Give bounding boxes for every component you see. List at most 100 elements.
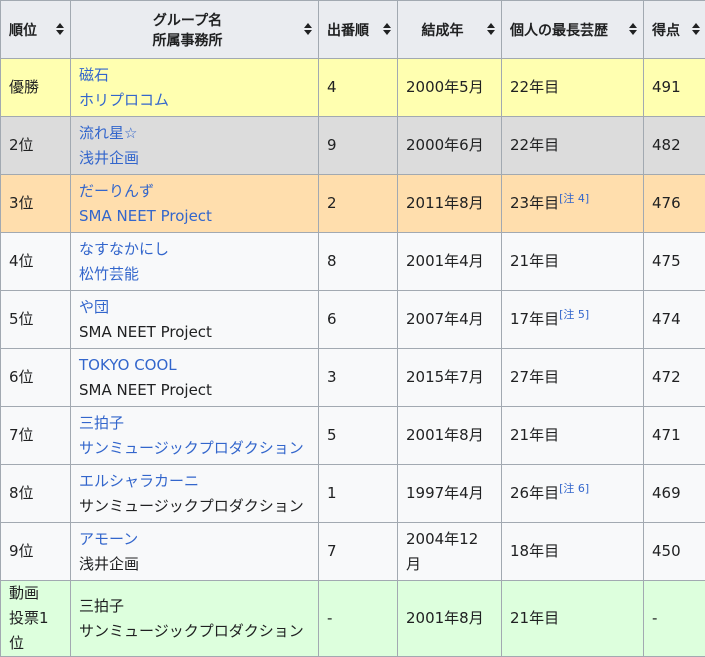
order-cell: 7 (319, 523, 398, 581)
header-formed-label: 結成年 (406, 20, 493, 40)
agency-text: SMA NEET Project (79, 320, 310, 345)
header-order-label: 出番順 (327, 20, 389, 40)
formed-cell: 2001年8月 (398, 581, 502, 657)
header-rank[interactable]: 順位 (1, 1, 71, 59)
table-row: 優勝 磁石 ホリプロコム 4 2000年5月 22年目 491 (1, 59, 705, 117)
career-value: 23年目 (510, 194, 559, 212)
group-cell: 磁石 ホリプロコム (71, 59, 319, 117)
header-score[interactable]: 得点 (644, 1, 705, 59)
agency-link[interactable]: サンミュージックプロダクション (79, 436, 310, 461)
agency-link[interactable]: SMA NEET Project (79, 204, 310, 229)
career-cell: 18年目 (502, 523, 644, 581)
footnote-ref: [注 5] (559, 308, 589, 321)
group-cell: エルシャラカーニ サンミュージックプロダクション (71, 465, 319, 523)
group-cell: 三拍子 サンミュージックプロダクション (71, 581, 319, 657)
group-link[interactable]: や団 (79, 295, 310, 320)
agency-link[interactable]: 松竹芸能 (79, 262, 310, 287)
sort-arrows-icon[interactable] (55, 21, 65, 39)
header-career-label: 個人の最長芸歴 (510, 20, 635, 40)
score-cell: 469 (644, 465, 705, 523)
career-cell: 23年目[注 4] (502, 175, 644, 233)
agency-link[interactable]: 浅井企画 (79, 146, 310, 171)
table-row: 動画 投票1位 三拍子 サンミュージックプロダクション - 2001年8月 21… (1, 581, 705, 657)
group-cell: なすなかにし 松竹芸能 (71, 233, 319, 291)
group-link[interactable]: なすなかにし (79, 237, 310, 262)
order-cell: 6 (319, 291, 398, 349)
group-link[interactable]: 流れ星☆ (79, 121, 310, 146)
header-order[interactable]: 出番順 (319, 1, 398, 59)
career-value: 18年目 (510, 542, 559, 560)
career-value: 21年目 (510, 426, 559, 444)
score-cell: 491 (644, 59, 705, 117)
agency-text: SMA NEET Project (79, 378, 310, 403)
group-link[interactable]: 三拍子 (79, 411, 310, 436)
career-cell: 21年目 (502, 581, 644, 657)
agency-text: サンミュージックプロダクション (79, 494, 310, 519)
rank-cell: 4位 (1, 233, 71, 291)
formed-cell: 2011年8月 (398, 175, 502, 233)
table-row: 9位 アモーン 浅井企画 7 2004年12月 18年目 450 (1, 523, 705, 581)
footnote-link[interactable]: [注 4] (559, 192, 589, 205)
rank-line-2: 投票1位 (9, 606, 62, 656)
order-cell: - (319, 581, 398, 657)
footnote-ref: [注 4] (559, 192, 589, 205)
footnote-link[interactable]: [注 5] (559, 308, 589, 321)
sort-arrows-icon[interactable] (691, 21, 701, 39)
header-agency-label: 所属事務所 (79, 30, 310, 50)
header-career[interactable]: 個人の最長芸歴 (502, 1, 644, 59)
order-cell: 1 (319, 465, 398, 523)
rank-cell: 3位 (1, 175, 71, 233)
sort-arrows-icon[interactable] (628, 21, 638, 39)
agency-text: サンミュージックプロダクション (79, 619, 310, 644)
table-row: 7位 三拍子 サンミュージックプロダクション 5 2001年8月 21年目 47… (1, 407, 705, 465)
formed-cell: 2004年12月 (398, 523, 502, 581)
score-cell: 482 (644, 117, 705, 175)
career-cell: 26年目[注 6] (502, 465, 644, 523)
rank-cell: 9位 (1, 523, 71, 581)
career-value: 22年目 (510, 136, 559, 154)
group-link[interactable]: 磁石 (79, 63, 310, 88)
sort-arrows-icon[interactable] (382, 21, 392, 39)
career-cell: 21年目 (502, 407, 644, 465)
group-link[interactable]: アモーン (79, 527, 310, 552)
order-cell: 3 (319, 349, 398, 407)
group-link[interactable]: エルシャラカーニ (79, 469, 310, 494)
formed-cell: 2001年8月 (398, 407, 502, 465)
rank-cell: 6位 (1, 349, 71, 407)
group-cell: だーりんず SMA NEET Project (71, 175, 319, 233)
order-cell: 5 (319, 407, 398, 465)
group-text: 三拍子 (79, 594, 310, 619)
career-cell: 22年目 (502, 117, 644, 175)
rank-cell: 8位 (1, 465, 71, 523)
agency-text: 浅井企画 (79, 552, 310, 577)
score-cell: 450 (644, 523, 705, 581)
career-cell: 17年目[注 5] (502, 291, 644, 349)
group-link[interactable]: だーりんず (79, 179, 310, 204)
header-group[interactable]: グループ名 所属事務所 (71, 1, 319, 59)
group-cell: 流れ星☆ 浅井企画 (71, 117, 319, 175)
career-value: 27年目 (510, 368, 559, 386)
rank-cell: 5位 (1, 291, 71, 349)
career-cell: 27年目 (502, 349, 644, 407)
formed-cell: 1997年4月 (398, 465, 502, 523)
score-cell: 474 (644, 291, 705, 349)
order-cell: 8 (319, 233, 398, 291)
header-formed[interactable]: 結成年 (398, 1, 502, 59)
table-row: 2位 流れ星☆ 浅井企画 9 2000年6月 22年目 482 (1, 117, 705, 175)
score-cell: 472 (644, 349, 705, 407)
score-cell: - (644, 581, 705, 657)
group-link[interactable]: TOKYO COOL (79, 353, 310, 378)
sort-arrows-icon[interactable] (486, 21, 496, 39)
formed-cell: 2015年7月 (398, 349, 502, 407)
footnote-ref: [注 6] (559, 482, 589, 495)
group-cell: アモーン 浅井企画 (71, 523, 319, 581)
agency-link[interactable]: ホリプロコム (79, 88, 310, 113)
career-value: 22年目 (510, 78, 559, 96)
career-cell: 22年目 (502, 59, 644, 117)
rank-line-1: 動画 (9, 581, 62, 606)
order-cell: 9 (319, 117, 398, 175)
sort-arrows-icon[interactable] (303, 21, 313, 39)
career-value: 21年目 (510, 252, 559, 270)
footnote-link[interactable]: [注 6] (559, 482, 589, 495)
order-cell: 2 (319, 175, 398, 233)
